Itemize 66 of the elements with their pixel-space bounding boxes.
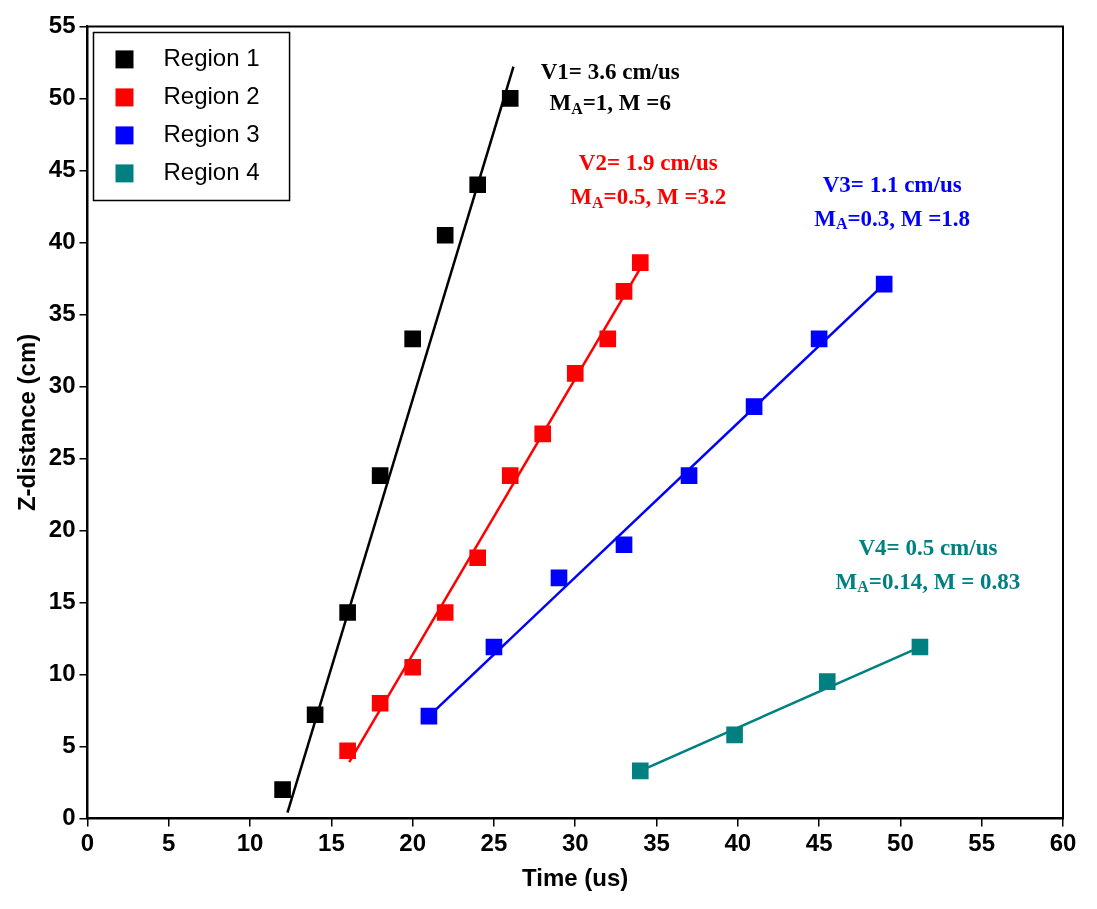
x-tick-label: 50 <box>887 829 914 857</box>
point <box>810 330 828 348</box>
point <box>566 365 584 382</box>
y-tick-label: 45 <box>48 155 76 183</box>
point <box>745 398 763 415</box>
y-tick-label: 5 <box>62 731 76 759</box>
x-tick-label: 30 <box>561 829 589 857</box>
point <box>339 604 356 621</box>
point <box>599 330 617 348</box>
y-tick-label: 20 <box>48 515 76 543</box>
point <box>615 536 633 554</box>
point <box>485 638 503 656</box>
point <box>339 742 356 760</box>
point <box>875 275 893 293</box>
point <box>550 569 568 587</box>
annotation: V2= 1.9 cm/us <box>578 150 718 176</box>
y-tick-label: 30 <box>48 371 76 399</box>
y-tick-label: 10 <box>48 659 76 687</box>
x-tick-label: 25 <box>480 829 508 857</box>
point <box>631 762 649 780</box>
point <box>501 467 519 484</box>
point <box>436 226 454 244</box>
x-tick-label: 60 <box>1049 829 1077 857</box>
annotation: V4= 0.5 cm/us <box>858 534 998 560</box>
point <box>726 726 743 744</box>
y-axis-title: Z-distance (cm) <box>13 333 41 512</box>
point <box>911 638 929 656</box>
x-tick-label: 5 <box>162 829 176 857</box>
point <box>680 467 698 484</box>
point <box>436 604 454 621</box>
point <box>534 425 552 443</box>
y-tick-label: 25 <box>48 443 76 471</box>
y-tick-label: 40 <box>48 227 76 255</box>
point <box>371 694 389 712</box>
x-tick-label: 35 <box>643 829 670 857</box>
point <box>469 549 487 567</box>
point <box>818 673 836 690</box>
y-tick-label: 50 <box>48 83 76 111</box>
point <box>615 283 633 300</box>
x-tick-label: 40 <box>724 829 752 857</box>
point <box>631 254 649 271</box>
y-tick-label: 35 <box>48 299 76 327</box>
y-tick-label: 55 <box>48 11 76 39</box>
y-tick-label: 15 <box>48 587 76 615</box>
x-tick-label: 15 <box>318 829 345 857</box>
x-tick-label: 0 <box>80 829 95 857</box>
y-tick-label: 0 <box>62 803 76 831</box>
point <box>274 781 291 798</box>
x-axis-title: Time (us) <box>522 864 629 892</box>
annotation: V3= 1.1 cm/us <box>822 172 962 198</box>
point <box>404 658 421 676</box>
point <box>404 330 421 348</box>
point <box>371 467 389 484</box>
x-tick-label: 20 <box>399 829 427 857</box>
legend-label: Region 4 <box>163 158 260 186</box>
legend-label: Region 3 <box>163 120 260 148</box>
x-tick-label: 10 <box>236 829 264 857</box>
annotation: V1= 3.6 cm/us <box>540 59 680 85</box>
point <box>501 90 519 107</box>
legend-label: Region 1 <box>163 44 260 72</box>
point <box>420 707 438 725</box>
legend-label: Region 2 <box>163 82 260 110</box>
x-tick-label: 55 <box>968 829 996 857</box>
point <box>469 176 487 194</box>
point <box>306 706 324 724</box>
x-tick-label: 45 <box>805 829 833 857</box>
